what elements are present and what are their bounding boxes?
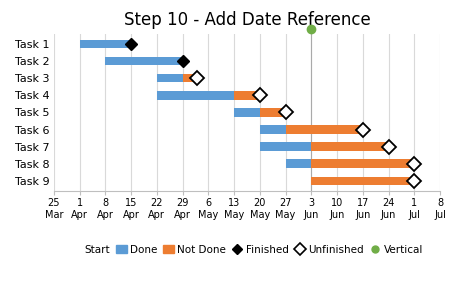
Bar: [311, 142, 388, 151]
Bar: [183, 74, 197, 82]
Bar: [234, 108, 260, 117]
Bar: [286, 159, 311, 168]
Bar: [234, 91, 260, 99]
Bar: [311, 176, 414, 185]
Bar: [260, 108, 286, 117]
Bar: [311, 159, 414, 168]
Legend: Start, Done, Not Done, Finished, Unfinished, Vertical: Start, Done, Not Done, Finished, Unfinis…: [66, 240, 427, 259]
Bar: [260, 142, 311, 151]
Title: Step 10 - Add Date Reference: Step 10 - Add Date Reference: [123, 12, 370, 30]
Bar: [106, 57, 183, 65]
Bar: [79, 40, 131, 48]
Bar: [157, 74, 183, 82]
Bar: [157, 91, 234, 99]
Bar: [286, 125, 363, 134]
Bar: [260, 125, 286, 134]
